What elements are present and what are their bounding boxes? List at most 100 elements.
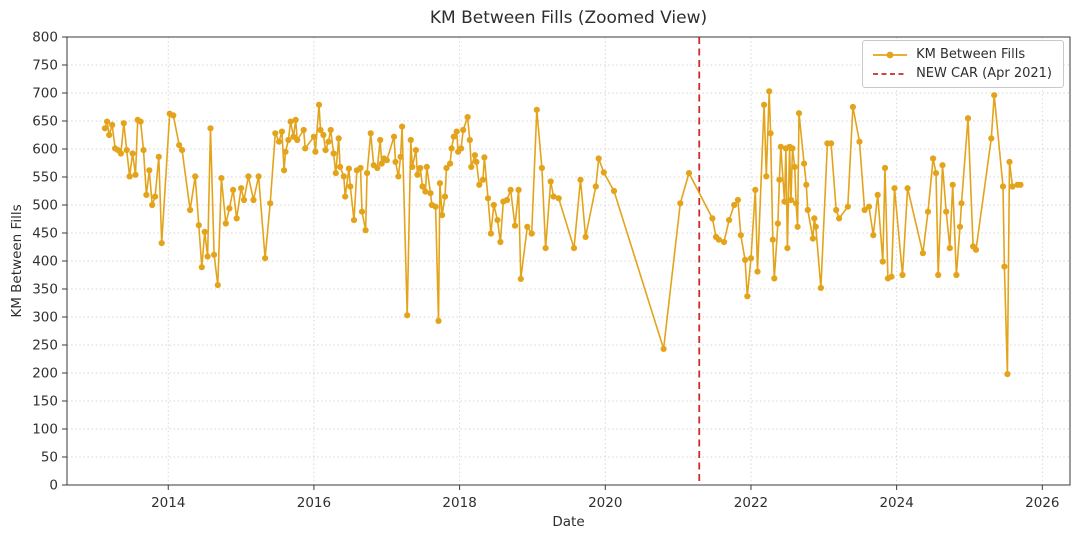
data-point xyxy=(1001,263,1008,270)
data-point xyxy=(140,147,147,154)
data-point xyxy=(458,145,465,152)
data-point xyxy=(170,112,177,119)
data-point xyxy=(374,164,381,172)
data-point xyxy=(685,170,693,177)
data-point xyxy=(660,345,667,352)
data-point xyxy=(949,181,956,188)
y-tick-label: 550 xyxy=(32,170,58,186)
data-point xyxy=(320,131,327,139)
data-point xyxy=(204,253,211,260)
data-point xyxy=(494,217,501,224)
data-point xyxy=(285,136,292,144)
data-point xyxy=(278,128,285,135)
data-point xyxy=(610,187,618,195)
data-point xyxy=(988,135,995,142)
data-point xyxy=(187,206,194,214)
data-point xyxy=(441,193,449,200)
data-point xyxy=(407,136,414,144)
data-point xyxy=(460,126,467,134)
data-point xyxy=(731,201,738,209)
data-point xyxy=(345,165,352,172)
data-point xyxy=(447,160,454,167)
data-point xyxy=(865,203,873,210)
data-point xyxy=(715,236,723,243)
data-point xyxy=(1009,183,1016,190)
data-point xyxy=(443,164,450,172)
data-point xyxy=(364,170,371,177)
x-tick-label: 2022 xyxy=(734,495,768,511)
data-point xyxy=(222,220,229,227)
data-point xyxy=(836,215,843,222)
data-point xyxy=(744,293,751,300)
data-point xyxy=(812,223,819,230)
data-point xyxy=(833,206,840,214)
data-point xyxy=(677,200,684,207)
data-point xyxy=(524,223,531,230)
data-point xyxy=(849,103,857,111)
series-line xyxy=(104,90,1021,375)
data-point xyxy=(720,238,728,246)
data-point xyxy=(214,282,221,289)
data-point xyxy=(794,223,801,230)
data-point xyxy=(747,255,755,262)
plot-border xyxy=(66,36,1071,486)
data-point xyxy=(412,147,419,154)
data-point xyxy=(435,317,442,324)
y-tick-label: 400 xyxy=(32,254,58,270)
data-point xyxy=(856,138,863,145)
data-point xyxy=(471,152,478,159)
data-point xyxy=(592,183,599,190)
data-point xyxy=(817,284,825,291)
data-point xyxy=(423,163,430,170)
data-point xyxy=(143,191,150,198)
data-point xyxy=(109,121,116,128)
data-point xyxy=(991,92,998,99)
data-point xyxy=(870,232,877,239)
data-point xyxy=(315,101,323,108)
data-point xyxy=(198,264,205,271)
data-point xyxy=(861,206,868,214)
data-point xyxy=(207,125,214,132)
data-point xyxy=(300,126,307,134)
data-point xyxy=(511,222,519,229)
data-point xyxy=(201,228,208,235)
data-point xyxy=(250,196,257,204)
data-point xyxy=(754,268,761,275)
data-point xyxy=(533,106,540,113)
data-point xyxy=(844,203,851,210)
data-point xyxy=(399,123,406,130)
data-point xyxy=(272,130,279,137)
data-point xyxy=(337,163,344,170)
data-point xyxy=(577,176,584,183)
data-point xyxy=(487,230,494,237)
data-point xyxy=(517,275,524,282)
data-point xyxy=(106,131,113,139)
data-point xyxy=(267,200,274,207)
data-point xyxy=(761,101,768,108)
data-point xyxy=(432,203,439,210)
data-point xyxy=(397,153,404,160)
data-point xyxy=(737,232,744,239)
data-point xyxy=(481,154,488,161)
data-point xyxy=(464,114,471,121)
y-tick-label: 250 xyxy=(32,338,58,354)
data-point xyxy=(149,201,156,209)
legend-series-label: KM Between Fills xyxy=(916,47,1026,62)
data-point xyxy=(466,136,473,144)
y-tick-label: 600 xyxy=(32,142,58,158)
data-point xyxy=(129,150,136,157)
x-tick-label: 2016 xyxy=(297,495,331,511)
data-point xyxy=(332,170,339,177)
data-point xyxy=(395,173,402,180)
y-tick-label: 200 xyxy=(32,366,58,382)
data-point xyxy=(436,180,443,187)
legend: KM Between Fills NEW CAR (Apr 2021) xyxy=(862,40,1064,88)
data-point xyxy=(742,256,749,263)
data-point xyxy=(132,171,139,178)
data-point xyxy=(999,183,1007,190)
data-point xyxy=(881,164,889,172)
data-point xyxy=(891,185,898,192)
data-point xyxy=(419,183,426,190)
data-point xyxy=(904,185,911,192)
